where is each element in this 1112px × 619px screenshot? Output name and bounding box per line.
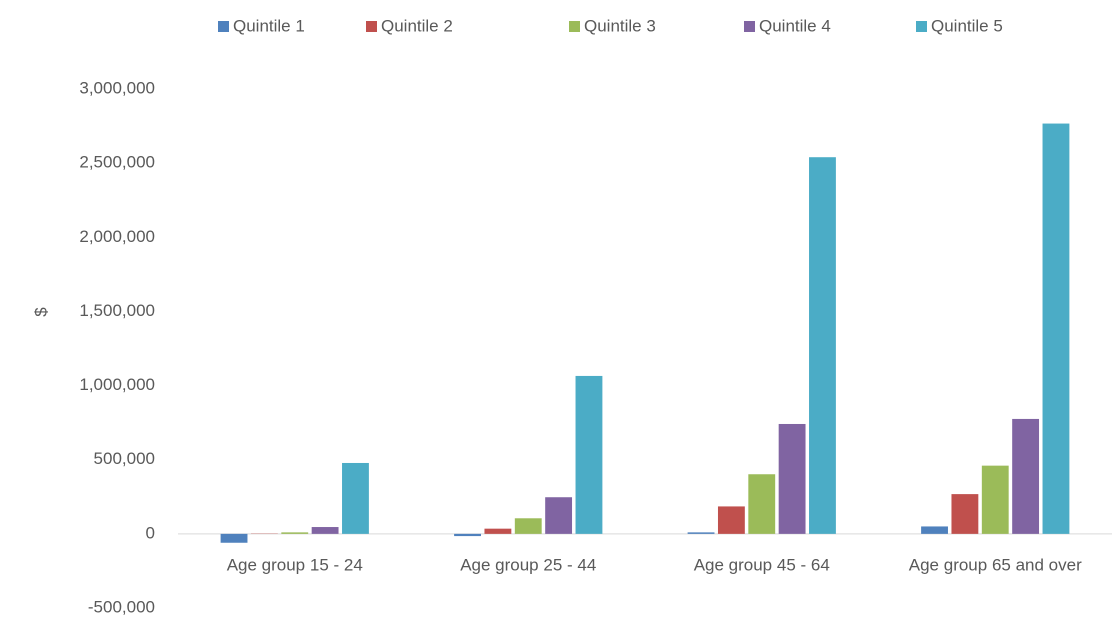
x-tick-label: Age group 65 and over [909,555,1082,574]
legend-swatch [744,21,755,32]
bar [1042,123,1070,534]
bar [809,157,836,534]
y-tick-label: 2,000,000 [79,227,155,246]
bar [575,375,603,534]
bar [1012,418,1040,534]
bar [748,474,776,534]
bar [342,462,369,534]
y-tick-label: 2,500,000 [79,153,155,172]
bar [311,527,339,534]
y-tick-label: -500,000 [88,597,155,616]
legend-swatch [916,21,927,32]
y-tick-label: 1,500,000 [79,301,155,320]
bar [454,533,481,537]
legend-label: Quintile 2 [381,16,453,35]
legend-label: Quintile 4 [759,16,831,35]
x-tick-label: Age group 45 - 64 [694,555,830,574]
bar [484,528,512,534]
bar [687,532,715,534]
bar [778,423,806,534]
bar [281,532,309,534]
y-tick-label: 3,000,000 [79,78,155,97]
bar [951,494,979,534]
bar [717,506,745,534]
legend-label: Quintile 3 [584,16,656,35]
bar [220,533,248,543]
x-tick-label: Age group 15 - 24 [227,555,363,574]
legend-label: Quintile 5 [931,16,1003,35]
y-tick-label: 1,000,000 [79,375,155,394]
bar [921,526,948,534]
legend-swatch [569,21,580,32]
y-axis-label: $ [31,307,50,317]
bar [981,465,1009,534]
y-tick-label: 500,000 [94,449,155,468]
legend-label: Quintile 1 [233,16,305,35]
bar [514,518,542,534]
legend-swatch [218,21,229,32]
legend-swatch [366,21,377,32]
x-tick-label: Age group 25 - 44 [460,555,596,574]
bar [545,497,573,534]
y-tick-label: 0 [146,523,155,542]
